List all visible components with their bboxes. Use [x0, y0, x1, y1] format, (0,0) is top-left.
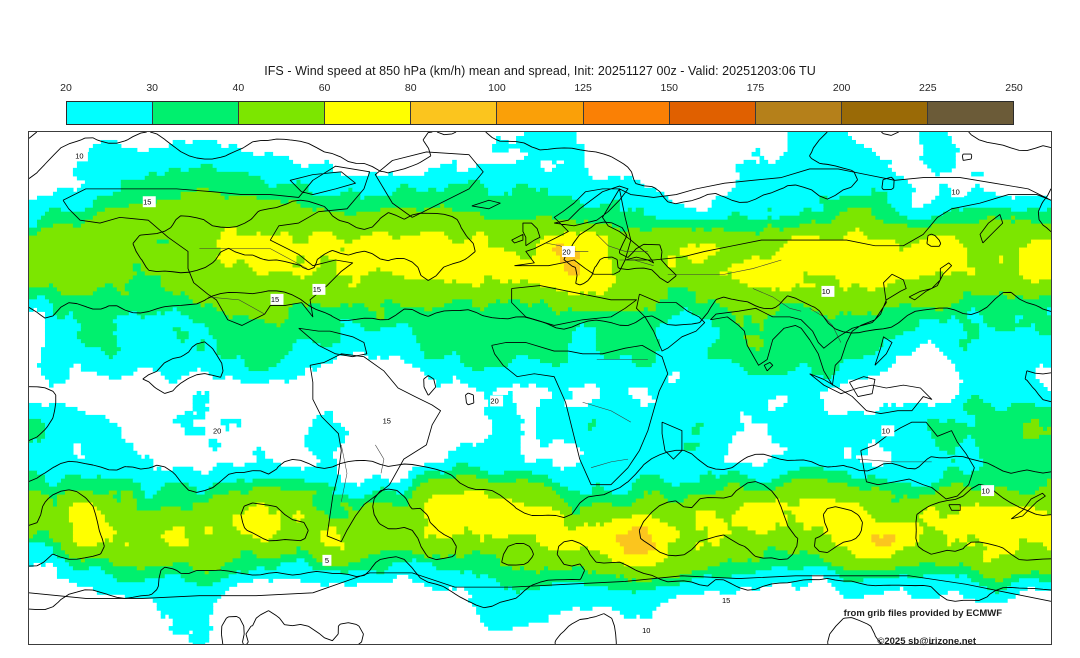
- svg-text:20: 20: [490, 397, 498, 406]
- svg-text:15: 15: [383, 417, 391, 426]
- colorbar-tick: 100: [488, 82, 506, 94]
- contour-label: 20: [212, 425, 226, 437]
- svg-text:10: 10: [981, 486, 989, 495]
- contour-label: 20: [490, 395, 504, 407]
- colorbar-segment: [841, 102, 928, 124]
- colorbar-tick: 60: [318, 82, 331, 94]
- colorbar-segment: [325, 102, 412, 124]
- spread-contour-labels: 101515152010101051510152010520: [74, 150, 995, 636]
- svg-text:10: 10: [75, 152, 83, 161]
- spread-contour-path: [29, 132, 1051, 644]
- spread-contour-layer: [29, 132, 1051, 644]
- colorbar-tick: 200: [832, 82, 851, 94]
- coastline-layer: [29, 151, 1051, 602]
- map-panel[interactable]: 101515152010101051510152010520: [28, 131, 1052, 645]
- contour-label: 10: [641, 624, 655, 636]
- svg-text:10: 10: [642, 626, 650, 635]
- colorbar-segment: [669, 102, 756, 124]
- svg-text:15: 15: [143, 198, 151, 207]
- contour-label: 15: [382, 415, 396, 427]
- colorbar-segment: [67, 102, 154, 124]
- global-wind-speed-map: 101515152010101051510152010520: [29, 132, 1051, 644]
- svg-text:20: 20: [213, 427, 221, 436]
- svg-text:10: 10: [882, 427, 890, 436]
- colorbar-tick: 80: [404, 82, 417, 94]
- colorbar-segment: [755, 102, 842, 124]
- colorbar-segment: [497, 102, 584, 124]
- colorbar-tick: 250: [1005, 82, 1023, 94]
- svg-text:5: 5: [325, 556, 329, 565]
- colorbar: 20 30 40 60 80 100 125 150 175 200 225 250: [60, 82, 1023, 125]
- contour-label: 5: [322, 554, 332, 566]
- contour-label: 20: [561, 246, 575, 258]
- colorbar-gradient: [66, 101, 1014, 125]
- contour-label: 10: [74, 150, 88, 162]
- colorbar-tick: 30: [146, 82, 159, 94]
- svg-text:20: 20: [562, 247, 570, 256]
- coastline-path: [29, 151, 1051, 602]
- svg-text:10: 10: [822, 287, 830, 296]
- contour-label: 10: [951, 186, 965, 198]
- svg-text:15: 15: [313, 285, 321, 294]
- contour-label: 15: [142, 196, 156, 208]
- colorbar-tick: 20: [60, 82, 72, 94]
- contour-label: 15: [721, 594, 735, 606]
- svg-text:15: 15: [271, 295, 279, 304]
- svg-text:10: 10: [952, 188, 960, 197]
- contour-label: 10: [881, 425, 895, 437]
- contour-label: 15: [270, 293, 284, 305]
- colorbar-tick-labels: 20 30 40 60 80 100 125 150 175 200 225 250: [60, 82, 1023, 98]
- page-title: IFS - Wind speed at 850 hPa (km/h) mean …: [264, 64, 816, 78]
- colorbar-tick: 175: [746, 82, 765, 94]
- attribution-copyright: ©2025 sb@irizone.net: [877, 636, 976, 647]
- colorbar-segment: [583, 102, 670, 124]
- colorbar-segment: [153, 102, 240, 124]
- colorbar-segment: [411, 102, 498, 124]
- colorbar-segment: [239, 102, 326, 124]
- contour-label: 15: [312, 283, 326, 295]
- svg-text:15: 15: [722, 596, 730, 605]
- contour-label: 10: [821, 285, 835, 297]
- colorbar-tick: 225: [919, 82, 937, 94]
- contour-label: 10: [981, 485, 995, 497]
- colorbar-tick: 150: [660, 82, 679, 94]
- colorbar-segment: [927, 102, 1014, 124]
- colorbar-tick: 125: [574, 82, 592, 94]
- colorbar-tick: 40: [232, 82, 245, 94]
- attribution-source: from grib files provided by ECMWF: [843, 608, 1002, 619]
